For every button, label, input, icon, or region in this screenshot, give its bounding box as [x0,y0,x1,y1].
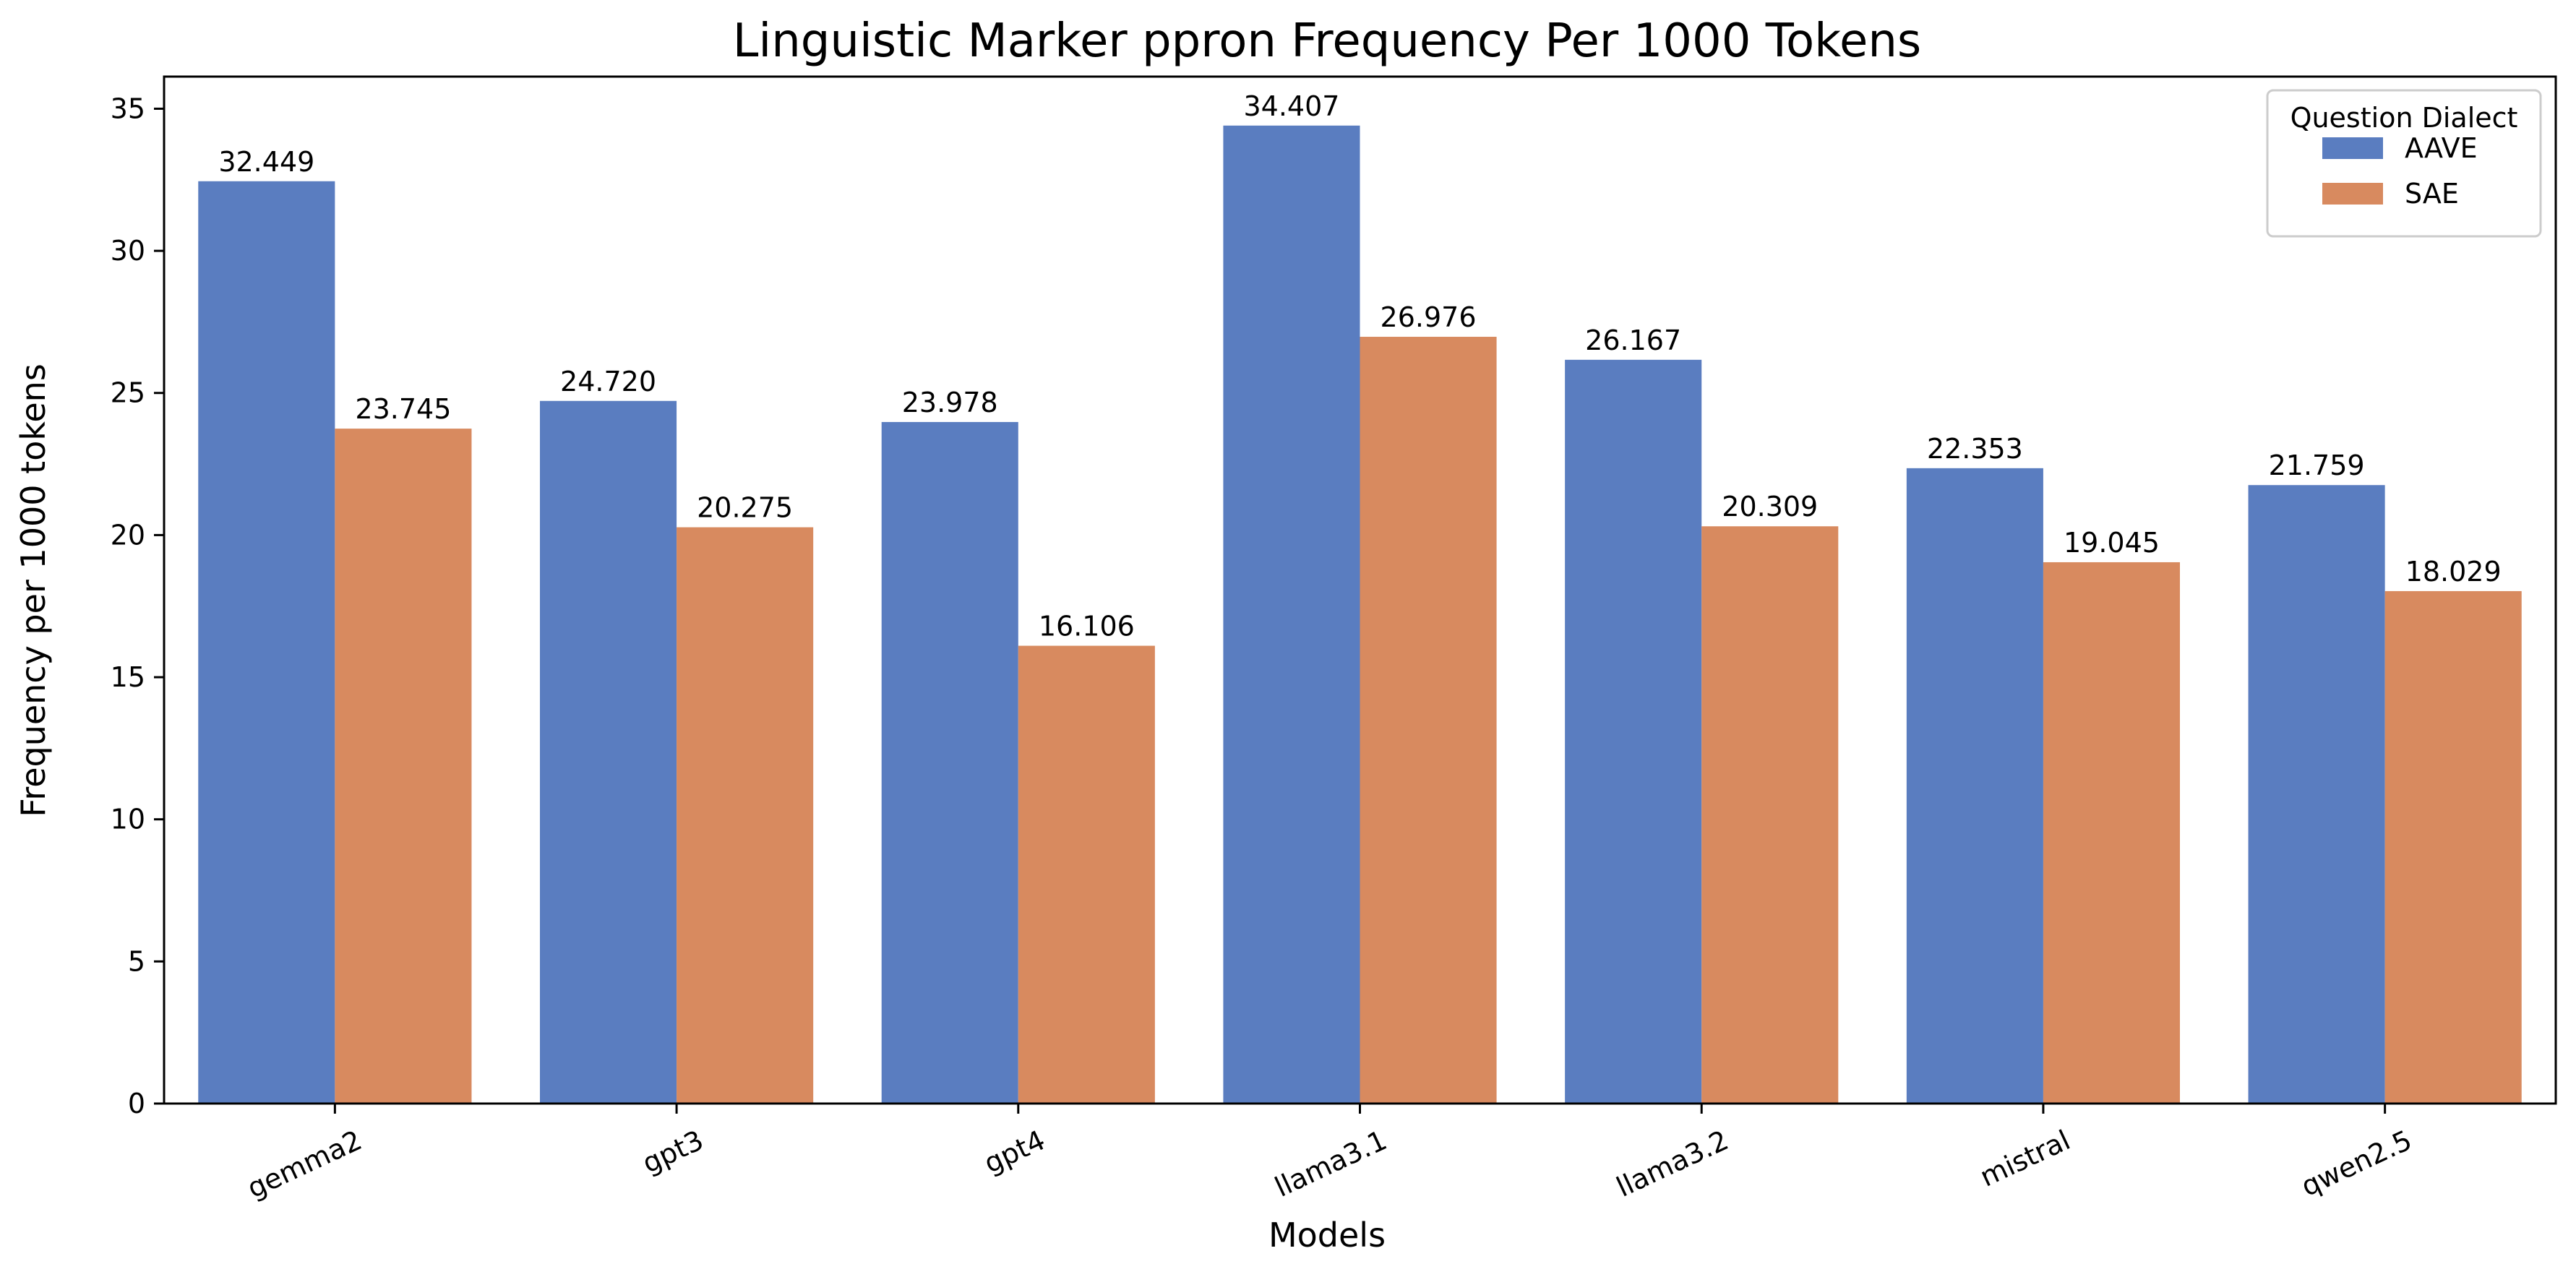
bar-sae-gemma2 [335,429,472,1104]
data-labels-group: 32.449 24.720 23.978 34.407 26.167 22.353 21.7… [218,90,2501,642]
bar-aave-gpt3 [539,400,677,1104]
x-axis: gemma2 gpt3 gpt4 llama3.1 llama3.2 mistral qwe… [242,1104,2416,1205]
bar-aave-gpt4 [881,421,1018,1104]
x-tick-label-llama3.2: llama3.2 [1612,1124,1733,1203]
bar-aave-llama3.1 [1223,125,1360,1104]
data-label-sae-qwen2.5: 18.029 [2405,556,2502,588]
chart-title: Linguistic Marker ppron Frequency Per 10… [733,14,1921,68]
legend-title: Question Dialect [2291,102,2518,134]
y-tick-label: 30 [111,235,145,267]
legend-swatch-aave [2322,137,2383,159]
y-tick-label: 0 [128,1088,145,1119]
data-label-aave-gpt3: 24.720 [560,366,656,397]
x-tick-label-gpt3: gpt3 [637,1124,708,1179]
legend-label-sae: SAE [2405,178,2459,210]
bar-aave-llama3.2 [1565,359,1702,1104]
bar-aave-qwen2.5 [2248,485,2385,1104]
data-label-sae-llama3.1: 26.976 [1381,301,1477,333]
data-label-sae-llama3.2: 20.309 [1722,491,1818,523]
bar-sae-qwen2.5 [2384,590,2522,1104]
data-label-sae-gpt4: 16.106 [1039,611,1135,642]
bar-sae-gpt3 [677,527,814,1104]
y-tick-label: 35 [111,93,145,124]
data-label-aave-gemma2: 32.449 [218,146,314,178]
x-tick-label-gemma2: gemma2 [242,1124,366,1204]
x-tick-label-qwen2.5: qwen2.5 [2296,1124,2416,1203]
bar-aave-mistral [1906,468,2043,1104]
y-tick-label: 10 [111,804,145,835]
legend-label-aave: AAVE [2405,132,2478,164]
bar-sae-gpt4 [1018,645,1155,1104]
bar-sae-llama3.1 [1360,337,1497,1104]
plot-frame [163,75,2557,1105]
data-label-aave-llama3.2: 26.167 [1585,324,1681,356]
x-tick-label-llama3.1: llama3.1 [1270,1124,1391,1203]
legend: Question Dialect AAVE SAE [2266,89,2542,238]
data-label-aave-qwen2.5: 21.759 [2269,450,2365,481]
data-label-sae-gemma2: 23.745 [355,393,451,425]
y-axis: 0 5 10 15 20 25 30 35 [111,93,164,1119]
data-label-aave-gpt4: 23.978 [902,387,998,418]
data-label-aave-mistral: 22.353 [1927,433,2023,465]
y-tick-label: 25 [111,377,145,409]
bar-sae-llama3.2 [1701,526,1839,1104]
bar-aave-gemma2 [198,181,335,1104]
y-tick-label: 20 [111,519,145,551]
bars-group [198,125,2522,1104]
x-axis-label: Models [1268,1216,1386,1255]
data-label-sae-gpt3: 20.275 [697,492,793,524]
y-tick-label: 15 [111,661,145,693]
x-tick-label-gpt4: gpt4 [979,1124,1050,1179]
data-label-sae-mistral: 19.045 [2064,527,2160,559]
legend-swatch-sae [2322,183,2383,205]
y-axis-label: Frequency per 1000 tokens [14,364,53,817]
bar-sae-mistral [2043,562,2181,1104]
x-tick-label-mistral: mistral [1975,1124,2075,1193]
y-tick-label: 5 [128,945,145,977]
data-label-aave-llama3.1: 34.407 [1243,90,1339,122]
